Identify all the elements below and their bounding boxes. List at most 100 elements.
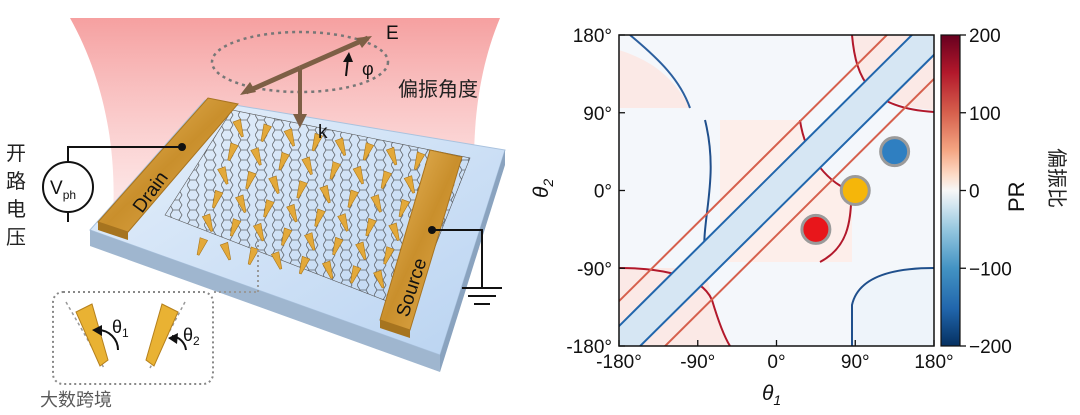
antenna-2 xyxy=(145,303,179,367)
antenna-1 xyxy=(75,303,109,367)
x-tick-label: -180° xyxy=(596,352,642,373)
nano-antenna xyxy=(196,237,209,256)
source-contact-dot xyxy=(428,226,436,234)
nano-antenna xyxy=(362,142,375,161)
nano-antenna xyxy=(385,146,398,166)
nano-antenna xyxy=(296,180,308,199)
colorbar-tick-label: 0 xyxy=(969,182,980,203)
open-circuit-char-4: 压 xyxy=(6,225,26,249)
diagonal-band xyxy=(619,35,934,346)
polarization-angle-label: 偏振角度 xyxy=(398,77,478,101)
nano-antenna xyxy=(227,142,239,161)
phi-label: φ xyxy=(362,59,374,79)
x-tick-label: 0° xyxy=(767,352,785,373)
nano-antenna xyxy=(311,132,324,152)
colorbar-ticks: 200 100 0 −100 −200 xyxy=(960,26,1012,358)
x-axis-label: θ1 xyxy=(762,382,781,408)
nano-antenna xyxy=(250,147,262,166)
angle-inset xyxy=(52,240,259,385)
nano-antenna xyxy=(398,198,410,218)
colorbar-tick-label: −200 xyxy=(969,337,1012,358)
nano-antenna xyxy=(229,218,242,237)
nano-antenna xyxy=(281,227,293,246)
colorbar-tick-label: −100 xyxy=(969,259,1012,280)
e-field-arrow xyxy=(298,35,370,71)
open-circuit-char-3: 电 xyxy=(6,197,26,221)
nano-antenna xyxy=(235,194,247,213)
open-circuit-label: 开 路 电 压 xyxy=(6,141,26,249)
nano-antenna-array xyxy=(196,118,449,289)
nano-antenna xyxy=(278,151,290,171)
nano-antenna xyxy=(268,175,280,194)
e-field-arrowhead xyxy=(356,36,372,48)
nano-antenna xyxy=(247,246,260,265)
y-tick-label: -180° xyxy=(566,337,612,358)
nano-antenna xyxy=(270,251,283,270)
nano-antenna xyxy=(332,236,344,256)
open-circuit-char-1: 开 xyxy=(6,141,26,165)
y-tick-label: 90° xyxy=(583,104,612,125)
nano-antenna xyxy=(329,161,341,180)
colorbar xyxy=(940,34,961,347)
drain-contact-dot xyxy=(178,143,186,151)
nano-antenna xyxy=(232,118,244,138)
wavevector-label: k xyxy=(318,122,328,143)
nano-antenna xyxy=(219,241,232,261)
marker-blue xyxy=(879,136,911,168)
theta1-label: θ1 xyxy=(112,317,129,340)
nano-antenna xyxy=(352,165,364,185)
diagonal-band-edge-b xyxy=(638,53,934,346)
nano-antenna xyxy=(355,241,367,260)
nano-antenna xyxy=(403,175,416,194)
nano-antenna xyxy=(334,137,347,156)
nano-antenna xyxy=(304,232,316,251)
heatmap-chart: -180° -90° 0° 90° 180°-180°-90°0°90°180° θ1 … xyxy=(530,26,1069,408)
x-tick-label: 180° xyxy=(914,352,953,373)
open-circuit-char-2: 路 xyxy=(6,169,26,193)
colorbar-tick-label: 100 xyxy=(969,104,1001,125)
y-tick-label: 180° xyxy=(573,26,612,47)
voltmeter xyxy=(42,161,94,213)
axis-ticks: -180° -90° 0° 90° 180° -180° -90° 0° 90° 180° xyxy=(566,26,953,373)
y-axis-label: θ2 xyxy=(530,179,556,198)
schematic-panel: Drain Source E φ 偏振角度 k xyxy=(6,18,506,411)
diagonal-band-edge-a xyxy=(619,35,914,328)
nano-antenna xyxy=(217,166,229,185)
marker-red xyxy=(800,213,832,245)
nano-antenna xyxy=(286,203,298,223)
nano-antenna xyxy=(201,213,214,232)
boundary-top-left xyxy=(629,35,691,109)
y-tick-label: 0° xyxy=(594,182,612,203)
nano-antenna xyxy=(383,246,395,265)
colorbar-label-cn: 偏振比 xyxy=(1045,148,1069,208)
nano-antenna xyxy=(388,222,400,241)
x-tick-label: -90° xyxy=(680,352,715,373)
circuit-wires xyxy=(67,146,502,305)
colorbar-tick-label: 200 xyxy=(969,26,1001,47)
e-field-arrowhead-back xyxy=(240,82,256,95)
blue-region-bottom-right xyxy=(852,268,934,346)
boundary-bottom-left xyxy=(619,267,731,346)
nano-antenna xyxy=(413,151,426,170)
nano-antenna xyxy=(314,208,326,227)
marker-yellow xyxy=(839,175,871,206)
nano-antenna xyxy=(245,170,257,190)
colorbar-label: PR xyxy=(1004,181,1029,212)
nano-antenna xyxy=(321,260,334,279)
phi-arrowhead xyxy=(343,52,353,62)
nano-antenna xyxy=(283,128,295,147)
diagonal-red-upper xyxy=(619,35,889,303)
nano-antenna xyxy=(212,189,224,209)
x-tick-label: 90° xyxy=(841,352,870,373)
y-tick-label: -90° xyxy=(577,259,612,280)
nano-antenna xyxy=(301,156,313,175)
nano-antenna xyxy=(263,199,275,218)
nano-antenna xyxy=(370,194,382,213)
markers xyxy=(800,136,911,245)
nano-antenna xyxy=(260,123,272,142)
nano-antenna xyxy=(380,170,393,189)
nano-antenna xyxy=(347,189,359,208)
diagonal-red-lower xyxy=(663,77,934,346)
nano-antenna xyxy=(298,255,311,275)
